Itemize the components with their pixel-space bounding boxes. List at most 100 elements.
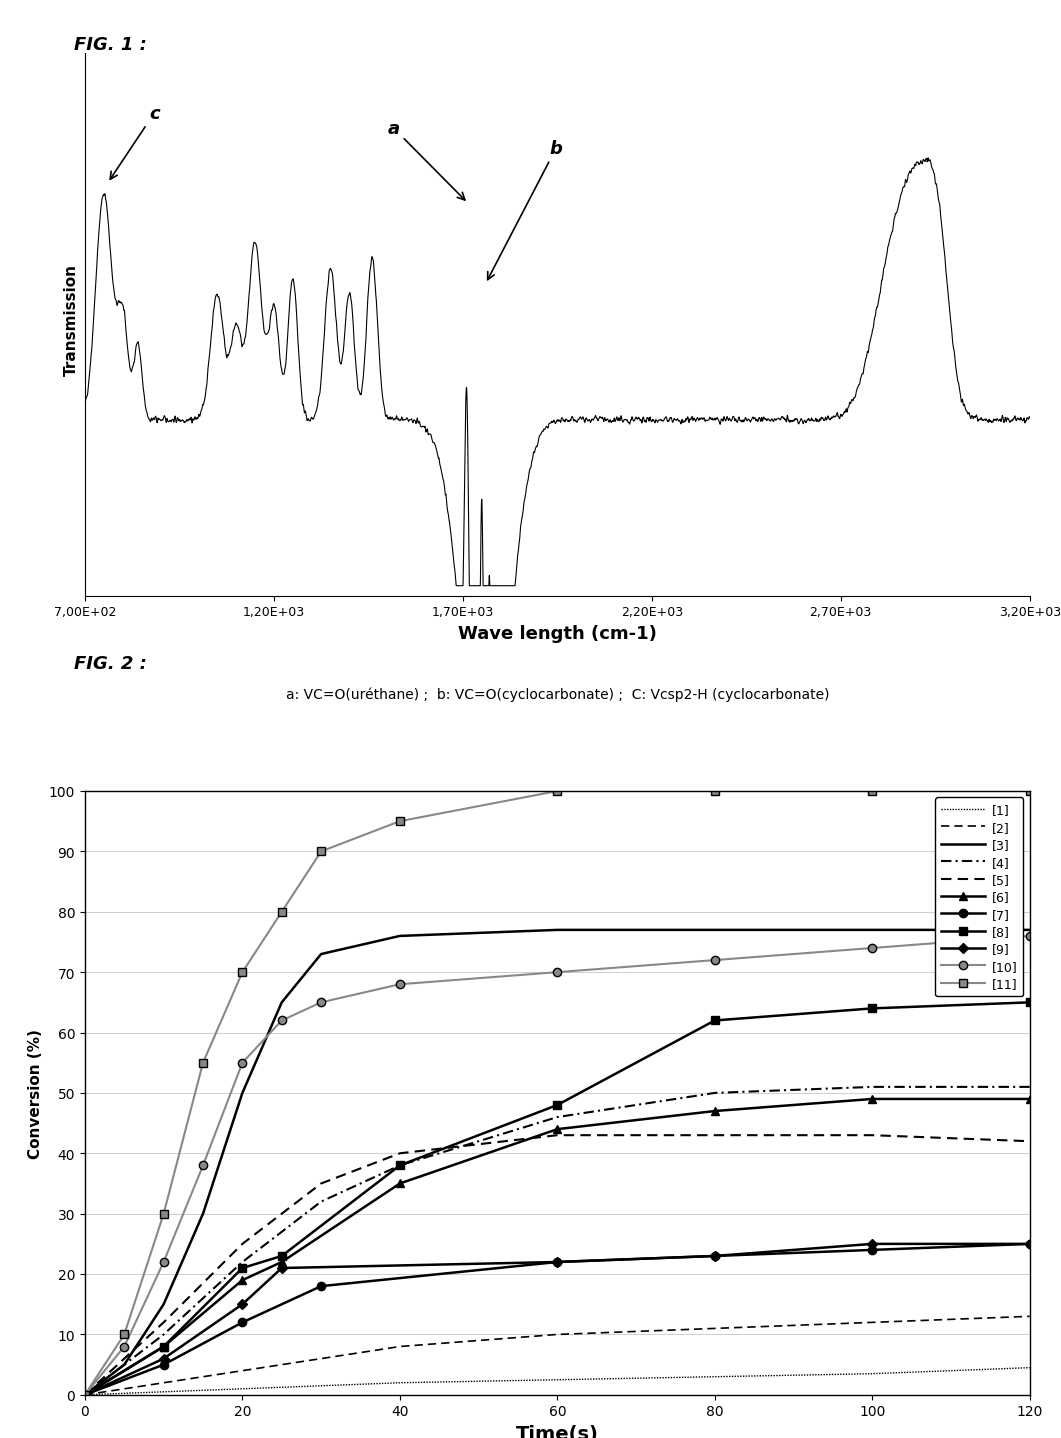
[8]: [394, 1158, 406, 1175]
[9]: [708, 1247, 720, 1264]
[3]: [118, 1356, 131, 1373]
[4]: [394, 1158, 406, 1175]
[5]: [157, 1314, 170, 1332]
[3]: [1023, 922, 1036, 939]
[8]: [708, 1012, 720, 1030]
[10]: [1023, 928, 1036, 945]
[6]: [157, 1337, 170, 1355]
Line: [8]: [8]: [81, 998, 1033, 1399]
[1]: [157, 1383, 170, 1401]
[3]: [157, 1296, 170, 1313]
[9]: [1023, 1235, 1036, 1252]
[9]: [157, 1350, 170, 1368]
[4]: [866, 1078, 879, 1096]
[1]: [314, 1378, 327, 1395]
[6]: [394, 1175, 406, 1192]
[6]: [551, 1120, 563, 1137]
[4]: [236, 1254, 248, 1271]
[4]: [708, 1084, 720, 1102]
[5]: [551, 1127, 563, 1145]
[2]: [79, 1386, 91, 1403]
[10]: [236, 1054, 248, 1071]
[4]: [1023, 1078, 1036, 1096]
[1]: [708, 1368, 720, 1385]
[9]: [551, 1254, 563, 1271]
[6]: [708, 1103, 720, 1120]
[2]: [551, 1326, 563, 1343]
[11]: [394, 812, 406, 830]
[3]: [394, 928, 406, 945]
Line: [6]: [6]: [81, 1094, 1033, 1399]
[9]: [236, 1296, 248, 1313]
[8]: [236, 1260, 248, 1277]
[3]: [236, 1084, 248, 1102]
[2]: [866, 1314, 879, 1332]
[1]: [551, 1372, 563, 1389]
[5]: [394, 1145, 406, 1162]
Line: [3]: [3]: [85, 930, 1029, 1395]
[7]: [157, 1356, 170, 1373]
[3]: [196, 1205, 209, 1222]
[4]: [551, 1109, 563, 1126]
[11]: [157, 1205, 170, 1222]
[5]: [79, 1386, 91, 1403]
[8]: [157, 1337, 170, 1355]
[6]: [79, 1386, 91, 1403]
[6]: [236, 1271, 248, 1288]
[2]: [314, 1350, 327, 1368]
[8]: [551, 1097, 563, 1114]
[11]: [118, 1326, 131, 1343]
[7]: [314, 1277, 327, 1294]
[5]: [1023, 1133, 1036, 1150]
[7]: [79, 1386, 91, 1403]
[10]: [275, 1012, 288, 1030]
[1]: [1023, 1359, 1036, 1376]
[11]: [1023, 782, 1036, 800]
Text: b: b: [487, 139, 562, 280]
[1]: [236, 1380, 248, 1398]
[3]: [708, 922, 720, 939]
[11]: [551, 782, 563, 800]
[2]: [157, 1375, 170, 1392]
Line: [10]: [10]: [81, 932, 1033, 1399]
[11]: [708, 782, 720, 800]
[4]: [79, 1386, 91, 1403]
[10]: [196, 1158, 209, 1175]
[2]: [1023, 1307, 1036, 1324]
Y-axis label: Transmission: Transmission: [65, 263, 80, 375]
[3]: [79, 1386, 91, 1403]
[7]: [866, 1241, 879, 1258]
[2]: [236, 1362, 248, 1379]
Line: [1]: [1]: [85, 1368, 1029, 1395]
[7]: [236, 1314, 248, 1332]
[5]: [708, 1127, 720, 1145]
[10]: [79, 1386, 91, 1403]
[2]: [394, 1337, 406, 1355]
[7]: [1023, 1235, 1036, 1252]
[1]: [79, 1386, 91, 1403]
[4]: [314, 1194, 327, 1211]
[10]: [708, 952, 720, 969]
[10]: [118, 1337, 131, 1355]
[1]: [866, 1365, 879, 1382]
[11]: [79, 1386, 91, 1403]
[7]: [551, 1254, 563, 1271]
[9]: [866, 1235, 879, 1252]
X-axis label: Time(s): Time(s): [516, 1424, 598, 1438]
[10]: [314, 994, 327, 1011]
Text: FIG. 2 :: FIG. 2 :: [74, 654, 147, 673]
Line: [11]: [11]: [81, 787, 1033, 1399]
[8]: [866, 999, 879, 1017]
[11]: [275, 903, 288, 920]
Text: c: c: [110, 105, 160, 180]
[2]: [708, 1320, 720, 1337]
[11]: [314, 843, 327, 860]
[9]: [79, 1386, 91, 1403]
[3]: [866, 922, 879, 939]
[8]: [275, 1247, 288, 1264]
Line: [9]: [9]: [82, 1241, 1032, 1398]
[11]: [866, 782, 879, 800]
[3]: [551, 922, 563, 939]
X-axis label: Wave length (cm-1): Wave length (cm-1): [457, 624, 657, 643]
Text: FIG. 1 :: FIG. 1 :: [74, 36, 147, 55]
